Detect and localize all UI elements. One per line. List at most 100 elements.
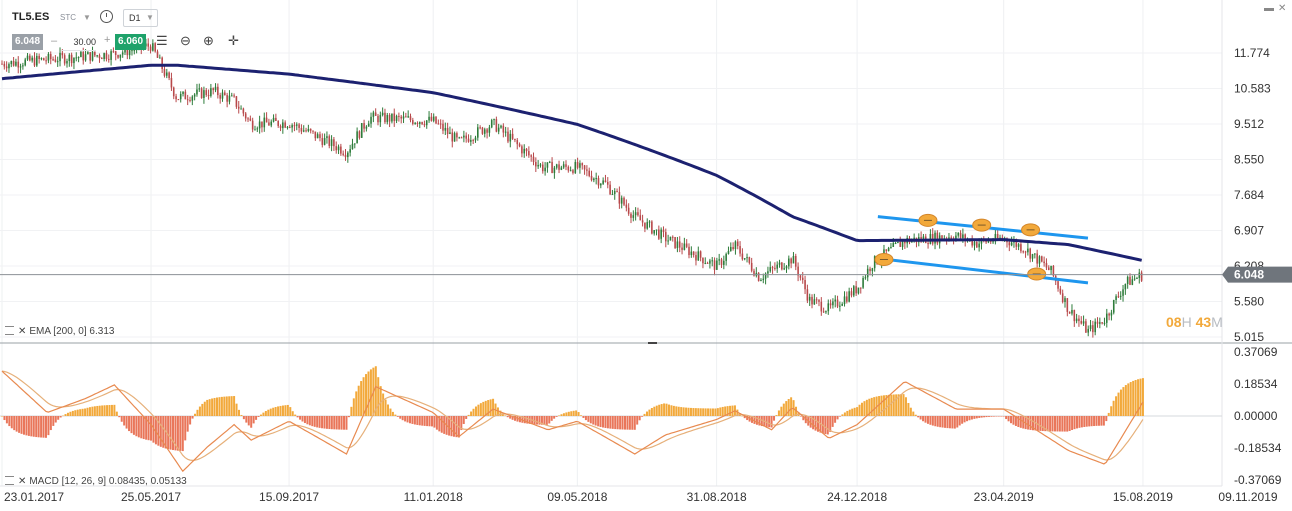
macd-histogram-bar xyxy=(118,416,121,418)
candle xyxy=(1047,267,1050,271)
candle xyxy=(481,127,484,134)
macd-histogram-bar xyxy=(1134,379,1137,416)
candle xyxy=(163,69,166,76)
candle xyxy=(393,113,396,121)
increase-quantity-button[interactable]: + xyxy=(104,34,111,46)
zoom-in-icon[interactable]: ⊕ xyxy=(203,33,214,48)
macd-histogram-bar xyxy=(782,403,785,416)
macd-histogram-bar xyxy=(1083,416,1086,427)
close-icon[interactable]: ✕ xyxy=(18,326,27,337)
macd-histogram-bar xyxy=(196,409,199,416)
settings-icon[interactable] xyxy=(5,476,14,485)
candle xyxy=(94,51,96,56)
macd-histogram-bar xyxy=(616,416,619,430)
quantity-input[interactable]: 30.00 xyxy=(62,34,96,51)
macd-histogram-bar xyxy=(311,416,314,427)
candle xyxy=(284,122,286,128)
macd-histogram-bar xyxy=(736,409,739,416)
macd-histogram-bar xyxy=(69,411,72,416)
macd-histogram-bar xyxy=(944,416,947,428)
candle xyxy=(922,236,925,241)
macd-histogram-bar xyxy=(1036,416,1039,431)
macd-histogram-bar xyxy=(474,406,477,416)
chevron-down-icon[interactable]: ▼ xyxy=(146,13,154,22)
ask-price[interactable]: 6.060 xyxy=(115,34,147,50)
candle xyxy=(848,291,850,302)
candle xyxy=(149,46,152,51)
macd-histogram-bar xyxy=(890,394,893,416)
candle xyxy=(827,303,830,312)
macd-histogram-bar xyxy=(638,416,641,421)
clock-icon[interactable] xyxy=(100,10,113,23)
macd-histogram-bar xyxy=(997,416,1000,417)
candle xyxy=(683,243,686,250)
macd-histogram-bar xyxy=(1137,379,1140,416)
close-icon[interactable]: ✕ xyxy=(18,476,27,487)
macd-histogram-bar xyxy=(770,416,773,428)
candle xyxy=(398,115,400,117)
candle xyxy=(203,90,205,98)
price-tick-label: 6.907 xyxy=(1234,223,1264,237)
macd-histogram-bar xyxy=(775,415,778,416)
candle xyxy=(815,299,818,301)
candle xyxy=(1124,283,1127,290)
chevron-down-icon[interactable]: ▼ xyxy=(83,13,91,22)
candle xyxy=(653,230,655,234)
candle xyxy=(525,148,528,152)
macd-histogram-bar xyxy=(604,416,607,428)
symbol-label[interactable]: TL5.ES xyxy=(12,11,50,23)
macd-histogram-bar xyxy=(1019,416,1022,428)
candle xyxy=(400,116,403,119)
macd-histogram-bar xyxy=(885,395,888,416)
macd-histogram-bar xyxy=(912,411,915,416)
zoom-out-icon[interactable]: ⊖ xyxy=(180,33,191,48)
macd-histogram-bar xyxy=(49,416,52,431)
ema-legend[interactable]: ✕ EMA [200, 0] 6.313 xyxy=(5,326,114,337)
macd-histogram-bar xyxy=(939,416,942,428)
macd-histogram-bar xyxy=(514,416,517,421)
macd-histogram-bar xyxy=(597,416,600,427)
macd-histogram-bar xyxy=(973,416,976,419)
candle xyxy=(676,241,679,248)
macd-histogram-bar xyxy=(1090,416,1093,427)
macd-histogram-bar xyxy=(658,404,661,416)
macd-histogram-bar xyxy=(758,416,761,426)
macd-histogram-bar xyxy=(526,416,529,424)
macd-histogram-bar xyxy=(878,396,881,416)
minimize-icon[interactable]: ▬ xyxy=(1264,3,1274,14)
macd-histogram-bar xyxy=(289,407,292,416)
candle xyxy=(377,115,379,123)
candle xyxy=(702,257,704,264)
timeframe-select[interactable]: D1 xyxy=(123,9,158,27)
candle xyxy=(402,116,405,119)
macd-histogram-bar xyxy=(582,416,585,418)
price-tick-label: 11.774 xyxy=(1234,46,1270,60)
decrease-quantity-button[interactable]: – xyxy=(51,35,58,47)
candle xyxy=(214,86,217,91)
macd-histogram-bar xyxy=(1068,416,1071,432)
candle xyxy=(347,152,349,158)
candle xyxy=(1045,263,1048,268)
macd-histogram-bar xyxy=(934,416,937,427)
macd-histogram-bar xyxy=(257,416,260,417)
macd-histogram-bar xyxy=(128,416,131,432)
candle xyxy=(237,106,240,109)
macd-histogram-bar xyxy=(799,416,802,417)
crosshair-icon[interactable]: ✛ xyxy=(228,33,239,48)
settings-icon[interactable] xyxy=(5,326,14,335)
macd-histogram-bar xyxy=(1107,412,1110,416)
chart-type-icon[interactable]: ☰ xyxy=(156,33,168,48)
macd-histogram-bar xyxy=(560,414,563,416)
macd-histogram-bar xyxy=(44,416,47,438)
close-icon[interactable]: ✕ xyxy=(1278,3,1287,14)
macd-histogram-bar xyxy=(721,406,724,416)
candle xyxy=(729,247,732,251)
macd-histogram-bar xyxy=(697,408,700,416)
candle xyxy=(514,138,516,141)
candle xyxy=(1024,251,1027,253)
bid-price[interactable]: 6.048 xyxy=(12,34,44,50)
macd-legend[interactable]: ✕ MACD [12, 26, 9] 0.08435, 0.05133 xyxy=(5,476,187,487)
candle xyxy=(179,93,182,100)
macd-histogram-bar xyxy=(1141,378,1144,416)
